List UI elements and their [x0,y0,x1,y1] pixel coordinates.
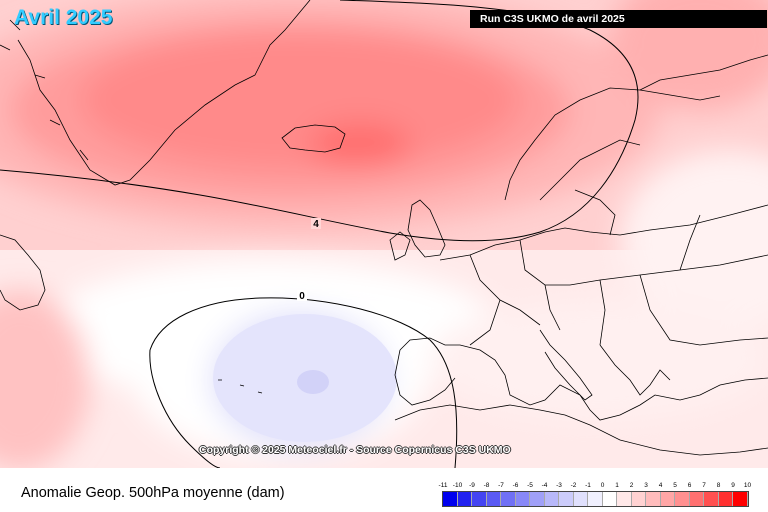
legend-cell [704,492,719,506]
legend-cell [689,492,704,506]
legend-cell [472,492,487,506]
legend-tick-label: -2 [570,482,577,489]
run-label: Run C3S UKMO de avril 2025 [470,10,767,28]
contour-label-0: 0 [299,291,305,302]
legend-tick-label: 3 [644,482,648,489]
legend-cell [602,492,617,506]
contour-labels: 4 0 [297,218,321,302]
legend-cell [660,492,675,506]
legend-cell [733,492,748,506]
legend-cell [501,492,516,506]
legend-tick-label: -10 [452,482,463,489]
month-title: Avril 2025 [14,6,113,29]
geopotential-anomaly-map: 4 0 [0,0,768,468]
legend-tick-label: 8 [716,482,721,489]
legend-cell [573,492,588,506]
contour-label-4: 4 [313,219,319,230]
legend-tick-label: -1 [585,482,591,489]
legend-tick-label: 6 [687,482,692,489]
legend-tick-label: -6 [512,482,519,489]
legend-tick-label: 7 [702,482,706,489]
legend-tick-label: 2 [629,482,634,489]
legend-tick-label: 0 [600,482,605,489]
legend-tick-label: -4 [541,482,548,489]
legend-cell [588,492,603,506]
legend-tick-label: -11 [438,482,448,489]
legend-cell [631,492,646,506]
legend-tick-label: -7 [498,482,504,489]
legend-tick-label: -8 [483,482,490,489]
copyright-notice: Copyright © 2025 Meteociel.fr - Source C… [199,444,511,456]
legend-tick-label: 4 [658,482,663,489]
legend-cell [675,492,690,506]
legend-cell [515,492,530,506]
anomaly-field [0,0,768,468]
color-legend: -11 -10 -9 -8 -7 -6 -5 -4 -3 -2 -1 0 1 2 3 4 5 6 7 8 9 10 [438,482,752,508]
legend-tick-label: 9 [731,482,735,489]
legend-cell [718,492,733,506]
legend-cell [544,492,559,506]
legend-cell [617,492,632,506]
legend-tick-label: 10 [743,482,752,489]
legend-cell [646,492,661,506]
legend-bar [442,491,749,507]
legend-cell [486,492,501,506]
field-label: Anomalie Geop. 500hPa moyenne (dam) [21,485,285,501]
coastlines-and-borders [0,0,768,456]
legend-ticks: -11 -10 -9 -8 -7 -6 -5 -4 -3 -2 -1 0 1 2 3 4 5 6 7 8 9 10 [438,482,752,492]
legend-cell [559,492,574,506]
legend-tick-label: 1 [615,482,619,489]
legend-cell [443,492,458,506]
legend-tick-label: -5 [527,482,533,489]
legend-tick-label: -3 [556,482,562,489]
legend-tick-label: -9 [469,482,475,489]
legend-cell [457,492,472,506]
legend-cell [530,492,545,506]
legend-tick-label: 5 [673,482,677,489]
